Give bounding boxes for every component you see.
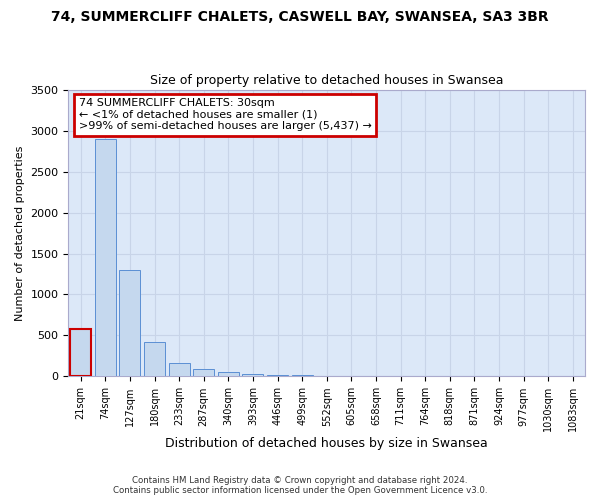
Bar: [169, 364, 190, 376]
Bar: [292, 375, 313, 376]
Bar: [218, 372, 239, 376]
Text: 74, SUMMERCLIFF CHALETS, CASWELL BAY, SWANSEA, SA3 3BR: 74, SUMMERCLIFF CHALETS, CASWELL BAY, SW…: [51, 10, 549, 24]
Bar: [95, 138, 116, 376]
Text: 74 SUMMERCLIFF CHALETS: 30sqm
← <1% of detached houses are smaller (1)
>99% of s: 74 SUMMERCLIFF CHALETS: 30sqm ← <1% of d…: [79, 98, 371, 132]
Text: Contains HM Land Registry data © Crown copyright and database right 2024.
Contai: Contains HM Land Registry data © Crown c…: [113, 476, 487, 495]
Bar: [242, 374, 263, 376]
Bar: [119, 270, 140, 376]
Bar: [70, 329, 91, 376]
Bar: [144, 342, 165, 376]
Y-axis label: Number of detached properties: Number of detached properties: [15, 146, 25, 320]
Bar: [267, 375, 288, 376]
X-axis label: Distribution of detached houses by size in Swansea: Distribution of detached houses by size …: [166, 437, 488, 450]
Title: Size of property relative to detached houses in Swansea: Size of property relative to detached ho…: [150, 74, 503, 87]
Bar: [193, 369, 214, 376]
